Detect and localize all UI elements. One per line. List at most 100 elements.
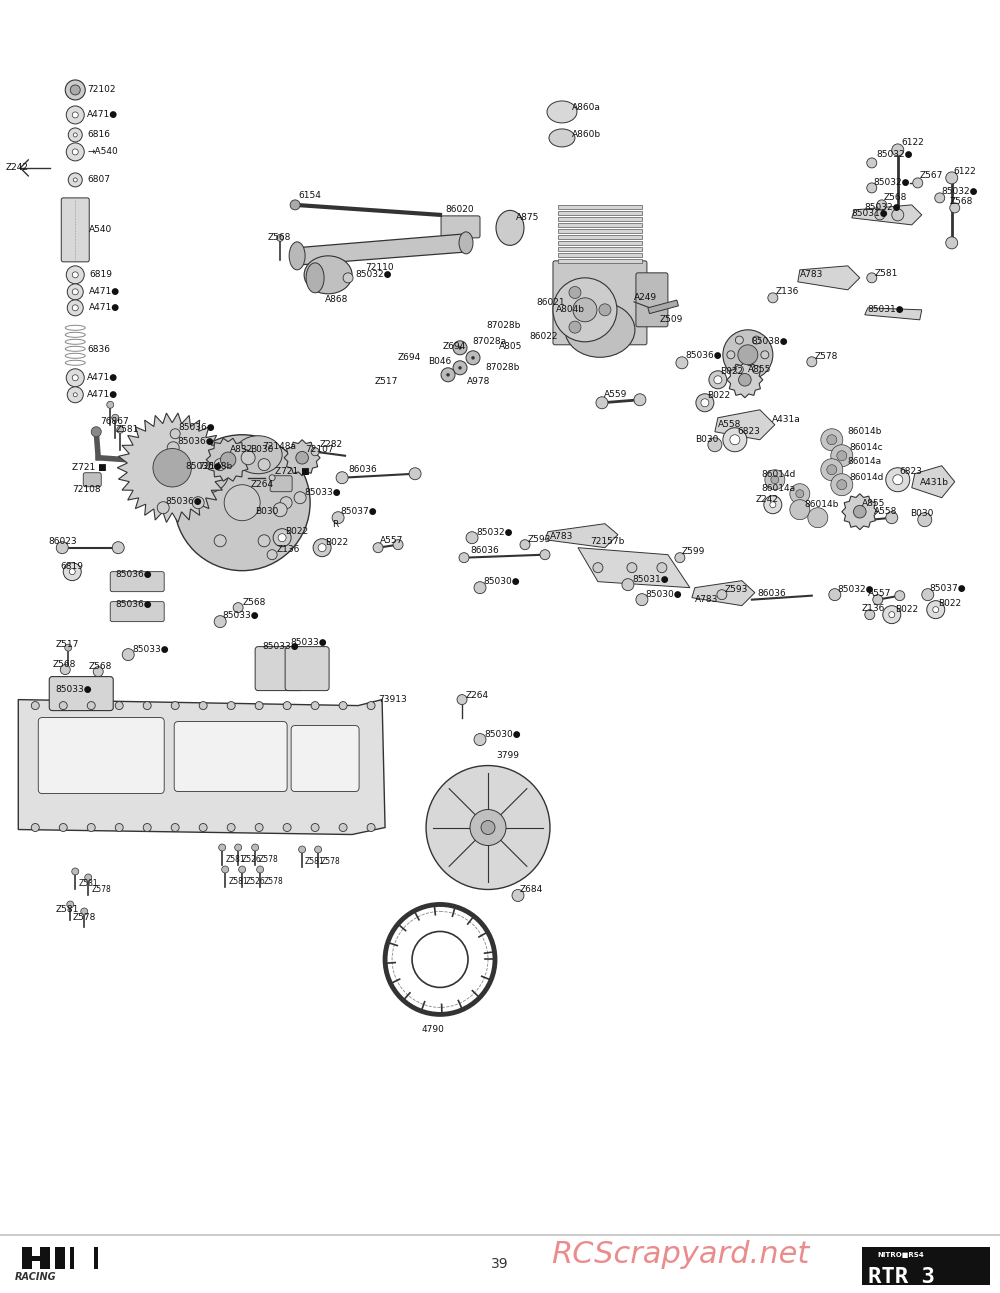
Circle shape — [459, 552, 469, 562]
Polygon shape — [865, 308, 922, 319]
Ellipse shape — [306, 262, 324, 292]
Circle shape — [889, 612, 895, 618]
Circle shape — [735, 336, 743, 344]
Circle shape — [227, 702, 235, 710]
Circle shape — [895, 591, 905, 601]
Circle shape — [717, 590, 727, 600]
Text: Z599: Z599 — [682, 547, 705, 556]
Circle shape — [332, 512, 344, 524]
Circle shape — [72, 868, 79, 875]
Circle shape — [170, 429, 180, 438]
Bar — [558, 235, 642, 239]
FancyBboxPatch shape — [49, 676, 113, 711]
Text: A249: A249 — [634, 294, 657, 303]
Text: 85033●: 85033● — [304, 489, 341, 498]
Bar — [558, 240, 642, 244]
Circle shape — [283, 824, 291, 831]
Text: Z264: Z264 — [466, 690, 489, 700]
Circle shape — [192, 497, 204, 508]
Circle shape — [727, 350, 735, 358]
Circle shape — [459, 347, 462, 349]
Text: A868: A868 — [325, 295, 348, 304]
Text: Z136: Z136 — [862, 604, 885, 613]
Text: Z694: Z694 — [443, 343, 466, 352]
Text: 6823: 6823 — [738, 427, 761, 436]
Circle shape — [112, 414, 119, 422]
Circle shape — [893, 475, 903, 485]
Circle shape — [573, 297, 597, 322]
Circle shape — [474, 582, 486, 593]
Text: Z282: Z282 — [320, 440, 343, 449]
Text: A832: A832 — [230, 445, 253, 454]
Circle shape — [367, 824, 375, 831]
Text: B022: B022 — [325, 538, 348, 547]
Circle shape — [257, 866, 264, 873]
Circle shape — [457, 694, 467, 705]
Circle shape — [790, 484, 810, 504]
Text: Z567: Z567 — [920, 172, 943, 181]
Circle shape — [112, 542, 124, 553]
Text: R: R — [332, 520, 338, 529]
Circle shape — [676, 357, 688, 369]
Text: 85033●: 85033● — [262, 643, 299, 652]
Text: Z684: Z684 — [520, 884, 543, 893]
Text: 6819: 6819 — [89, 270, 112, 279]
Circle shape — [409, 468, 421, 480]
Text: 85033●: 85033● — [55, 685, 92, 694]
Text: 6823: 6823 — [900, 467, 923, 476]
Text: A557: A557 — [380, 537, 403, 546]
Circle shape — [66, 106, 84, 124]
Text: A783: A783 — [800, 270, 823, 279]
Circle shape — [950, 203, 960, 213]
Text: 85033●: 85033● — [222, 612, 259, 621]
Text: 86014d: 86014d — [850, 473, 884, 482]
Bar — [558, 253, 642, 257]
Text: B030: B030 — [255, 507, 279, 516]
Circle shape — [73, 178, 77, 182]
Circle shape — [771, 476, 779, 484]
Bar — [558, 204, 642, 209]
Ellipse shape — [304, 256, 352, 294]
Circle shape — [290, 200, 300, 209]
Circle shape — [827, 464, 837, 475]
Text: Z581: Z581 — [228, 877, 248, 886]
Circle shape — [752, 366, 760, 374]
Text: 85036●: 85036● — [685, 352, 722, 361]
Circle shape — [63, 562, 81, 581]
Text: 87028b: 87028b — [486, 322, 520, 330]
Text: 39: 39 — [491, 1257, 509, 1271]
Circle shape — [675, 552, 685, 562]
Text: RCScrapyard.net: RCScrapyard.net — [551, 1240, 809, 1268]
Circle shape — [66, 144, 84, 160]
Circle shape — [72, 288, 78, 295]
Circle shape — [273, 529, 291, 547]
Polygon shape — [715, 410, 775, 440]
Text: Z517: Z517 — [55, 640, 79, 649]
Text: 6122: 6122 — [902, 138, 925, 147]
Circle shape — [67, 387, 83, 402]
Text: 85030●: 85030● — [484, 731, 521, 740]
Circle shape — [31, 702, 39, 710]
Text: Z578: Z578 — [263, 877, 283, 886]
Circle shape — [65, 644, 72, 652]
Bar — [40, 1248, 50, 1270]
Text: 76867: 76867 — [100, 418, 129, 427]
Text: Z593: Z593 — [528, 535, 551, 544]
Circle shape — [807, 357, 817, 367]
Bar — [55, 1248, 65, 1270]
Circle shape — [339, 702, 347, 710]
Circle shape — [474, 733, 486, 746]
Text: 85036●: 85036● — [115, 600, 152, 609]
Text: 85037●: 85037● — [340, 507, 377, 516]
Circle shape — [470, 809, 506, 846]
Circle shape — [59, 702, 67, 710]
Circle shape — [426, 765, 550, 890]
FancyBboxPatch shape — [285, 646, 329, 690]
Circle shape — [93, 667, 103, 676]
Circle shape — [596, 397, 608, 409]
Text: RACING: RACING — [14, 1272, 56, 1283]
Circle shape — [67, 300, 83, 315]
Text: A471●: A471● — [89, 304, 120, 313]
Polygon shape — [842, 494, 878, 530]
Circle shape — [68, 173, 82, 187]
